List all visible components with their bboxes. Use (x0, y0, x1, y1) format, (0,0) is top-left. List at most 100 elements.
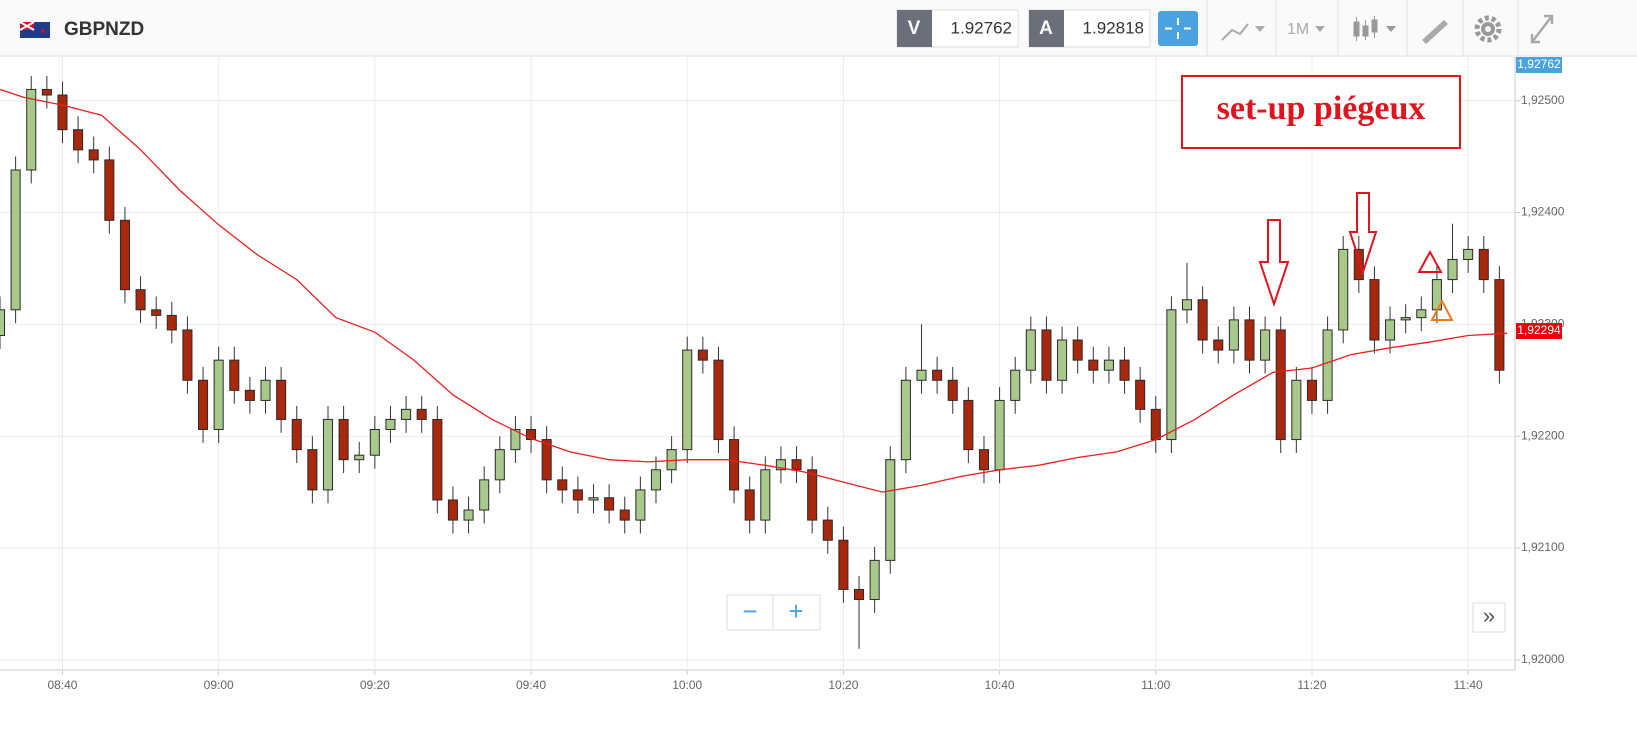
candle-up (479, 479, 490, 511)
settings-button[interactable] (1474, 15, 1502, 43)
candle-down (526, 428, 537, 441)
candle-up (401, 408, 412, 420)
candle-down (822, 519, 833, 541)
candle-down (1306, 379, 1317, 401)
candle-down (1041, 329, 1052, 381)
arrow (1258, 219, 1290, 308)
candle-up (322, 418, 334, 491)
candle-up (1260, 329, 1271, 361)
timeframe[interactable]: 1M (1287, 21, 1309, 38)
zoom-out[interactable]: − (742, 596, 757, 626)
candle-down (166, 314, 177, 331)
ask-price: 1.92818 (1083, 18, 1144, 37)
candle-down (1150, 408, 1161, 441)
bid-price: 1.92762 (951, 18, 1012, 37)
price-label: 1,92294 (1517, 323, 1561, 337)
candle-up (916, 369, 927, 381)
candle-down (932, 369, 943, 381)
candle-down (307, 449, 318, 491)
triangle (1417, 249, 1443, 273)
candle-up (682, 349, 693, 451)
candle-up (1181, 299, 1193, 311)
candle-down (1478, 248, 1489, 281)
candle-down (619, 509, 630, 521)
plot: 1,92762 1,92294 (0, 57, 1562, 649)
x-tick-label: 11:00 (1141, 678, 1170, 692)
scroll-label: » (1483, 603, 1495, 628)
candle-down (697, 349, 708, 361)
candle-down (853, 588, 865, 601)
chart-type-button[interactable] (1221, 23, 1265, 41)
candle-up (635, 489, 646, 521)
draw-button[interactable] (1422, 20, 1448, 44)
candle-style-button[interactable] (1353, 16, 1396, 41)
y-tick-label: 1,92200 (1521, 428, 1565, 442)
candle-down (119, 219, 130, 291)
bid-label: V (908, 18, 921, 39)
candle-up (213, 359, 224, 430)
candle-down (978, 449, 989, 471)
fullscreen-button[interactable] (1530, 14, 1554, 44)
crosshair-button[interactable] (1158, 11, 1198, 46)
x-tick-label: 10:20 (828, 678, 858, 692)
candle-up (1166, 309, 1177, 441)
candle-down (1494, 279, 1505, 371)
candle-up (1322, 329, 1333, 401)
x-tick-label: 09:00 (204, 678, 234, 692)
candle-down (557, 479, 568, 491)
x-tick-label: 10:00 (672, 678, 702, 692)
candle-down (838, 539, 849, 590)
candle-down (1244, 319, 1255, 361)
candle-up (354, 454, 365, 461)
candle-down (1353, 248, 1364, 281)
candle-down (104, 159, 115, 221)
candle-up (1400, 317, 1411, 321)
x-tick-label: 10:40 (985, 678, 1015, 692)
candle-down (744, 489, 755, 521)
y-tick-label: 1,92500 (1521, 93, 1565, 107)
price-label-box (1516, 57, 1562, 73)
candle-down (291, 418, 302, 451)
candle-down (1369, 279, 1380, 341)
candle-up (1010, 369, 1021, 401)
annotation: set-up piégeux (1217, 90, 1426, 127)
zoom-in[interactable]: + (788, 596, 803, 626)
candle-down (57, 94, 68, 131)
candle-down (604, 497, 615, 511)
candle-down (182, 329, 193, 381)
x-tick-label: 09:20 (360, 678, 390, 692)
candle-up (26, 88, 37, 171)
flag (19, 21, 50, 38)
triangle (1430, 298, 1454, 321)
x-tick-label: 11:40 (1454, 678, 1483, 692)
candle-up (0, 309, 6, 337)
candle-down (198, 379, 209, 430)
candle-up (1103, 359, 1114, 371)
candle-up (1291, 379, 1302, 441)
candle-up (1447, 258, 1458, 281)
candle-down (88, 149, 99, 161)
candle-up (1057, 339, 1068, 381)
candle-down (73, 129, 84, 151)
candle-up (369, 428, 380, 456)
candle-down (572, 489, 583, 501)
candle-down (151, 309, 162, 316)
candle-down (963, 399, 974, 451)
timeframe-caret (1315, 26, 1325, 32)
price-label: 1,92762 (1517, 57, 1561, 71)
ask-label: A (1039, 18, 1053, 39)
y-tick-label: 1,92400 (1521, 205, 1565, 219)
candle-down (276, 379, 287, 420)
candle-down (1072, 339, 1083, 361)
candle-down (1213, 339, 1224, 351)
bid-tag (897, 10, 932, 47)
candle-up (494, 449, 505, 481)
candle-up (1228, 319, 1239, 351)
scroll-button[interactable] (1472, 602, 1506, 633)
candle-down (338, 418, 349, 461)
candle-down (447, 499, 458, 521)
candle-up (666, 449, 677, 471)
